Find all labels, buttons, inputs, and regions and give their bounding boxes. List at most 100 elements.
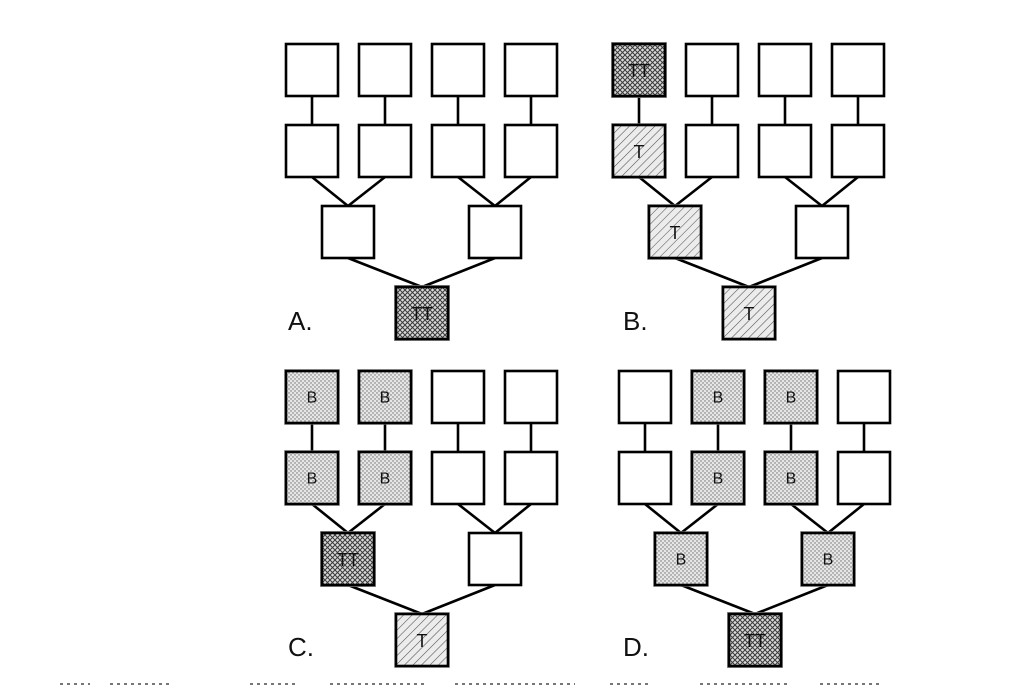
node-box xyxy=(430,42,486,98)
edge-m4-to-p2 xyxy=(494,175,532,208)
tree-node-p1-empty xyxy=(320,204,376,260)
node-label: B xyxy=(713,471,724,488)
bottom-cut-off-text-fragment xyxy=(55,680,925,687)
node-box xyxy=(430,450,486,506)
tree-node-m2-dots: B xyxy=(357,450,413,506)
tree-node-m2-dots: B xyxy=(690,450,746,506)
tree-node-l1-empty xyxy=(284,42,340,98)
edge-m2-to-p1 xyxy=(347,502,386,535)
tree-node-l4-empty xyxy=(830,42,886,98)
node-box xyxy=(284,42,340,98)
node-box xyxy=(430,369,486,425)
node-label: B xyxy=(676,552,687,569)
node-label: T xyxy=(670,223,681,243)
panel-d: B B B B B B TT D. xyxy=(617,369,892,668)
node-label: B xyxy=(380,390,391,407)
node-box xyxy=(721,285,777,341)
tree-node-m3-empty xyxy=(430,450,486,506)
node-box xyxy=(357,450,413,506)
node-label: B xyxy=(307,390,318,407)
tree-node-m3-empty xyxy=(757,123,813,179)
edge-m4-to-p2 xyxy=(494,502,532,535)
edge-m1-to-p1 xyxy=(638,175,676,208)
node-label: T xyxy=(744,304,755,324)
tree-node-p1-dots: B xyxy=(653,531,709,587)
node-box xyxy=(763,369,819,425)
node-box xyxy=(611,123,667,179)
node-box xyxy=(503,369,559,425)
edge-p2-to-root xyxy=(754,583,829,616)
edge-m3-to-p2 xyxy=(457,175,496,208)
node-box xyxy=(727,612,783,668)
panel-label: C. xyxy=(288,632,314,662)
tree-node-l1-cross: TT xyxy=(611,42,667,98)
node-box xyxy=(357,123,413,179)
node-box xyxy=(617,369,673,425)
tree-node-m3-empty xyxy=(430,123,486,179)
node-label: B xyxy=(380,471,391,488)
node-box xyxy=(690,369,746,425)
edge-m2-to-p1 xyxy=(674,175,713,208)
edge-p1-to-root xyxy=(347,583,423,616)
node-box xyxy=(503,123,559,179)
node-box xyxy=(284,123,340,179)
edge-p2-to-root xyxy=(421,583,496,616)
node-box xyxy=(284,450,340,506)
tree-node-l4-empty xyxy=(836,369,892,425)
edge-m4-to-p2 xyxy=(821,175,859,208)
tree-node-l3-empty xyxy=(430,42,486,98)
edge-m3-to-p2 xyxy=(457,502,496,535)
node-box xyxy=(503,450,559,506)
node-box xyxy=(467,204,523,260)
edge-m1-to-p1 xyxy=(644,502,682,535)
node-box xyxy=(394,612,450,668)
tree-node-l2-dots: B xyxy=(690,369,746,425)
node-box xyxy=(757,123,813,179)
edge-m1-to-p1 xyxy=(311,502,349,535)
node-box xyxy=(836,450,892,506)
edge-m4-to-p2 xyxy=(827,502,865,535)
tree-node-p1-cross: TT xyxy=(320,531,376,587)
edge-m3-to-p2 xyxy=(790,502,829,535)
node-box xyxy=(430,123,486,179)
node-box xyxy=(653,531,709,587)
node-label: TT xyxy=(411,304,433,324)
tree-node-l4-empty xyxy=(503,42,559,98)
tree-node-l2-dots: B xyxy=(357,369,413,425)
tree-node-l3-empty xyxy=(757,42,813,98)
tree-node-p1-hatch: T xyxy=(647,204,703,260)
tree-node-l3-dots: B xyxy=(763,369,819,425)
tree-node-m1-empty xyxy=(284,123,340,179)
node-box xyxy=(763,450,819,506)
tree-node-m3-dots: B xyxy=(763,450,819,506)
node-box xyxy=(467,531,523,587)
tree-node-root-hatch: T xyxy=(721,285,777,341)
node-box xyxy=(394,285,450,341)
tree-node-l1-empty xyxy=(617,369,673,425)
node-box xyxy=(794,204,850,260)
panel-a: TT A. xyxy=(284,42,559,341)
node-label: B xyxy=(307,471,318,488)
edge-p2-to-root xyxy=(748,256,823,289)
panel-label: B. xyxy=(623,306,648,336)
node-box xyxy=(690,450,746,506)
tree-node-m2-empty xyxy=(357,123,413,179)
node-label: B xyxy=(823,552,834,569)
node-box xyxy=(320,531,376,587)
tree-node-l4-empty xyxy=(503,369,559,425)
tree-node-m1-hatch: T xyxy=(611,123,667,179)
node-box xyxy=(830,123,886,179)
tree-node-p2-empty xyxy=(794,204,850,260)
node-label: TT xyxy=(744,631,766,651)
node-box xyxy=(357,42,413,98)
node-box xyxy=(320,204,376,260)
tree-node-m1-empty xyxy=(617,450,673,506)
tree-node-p2-dots: B xyxy=(800,531,856,587)
tree-node-p2-empty xyxy=(467,531,523,587)
tree-node-l1-dots: B xyxy=(284,369,340,425)
node-box xyxy=(684,42,740,98)
tree-node-root-cross: TT xyxy=(727,612,783,668)
